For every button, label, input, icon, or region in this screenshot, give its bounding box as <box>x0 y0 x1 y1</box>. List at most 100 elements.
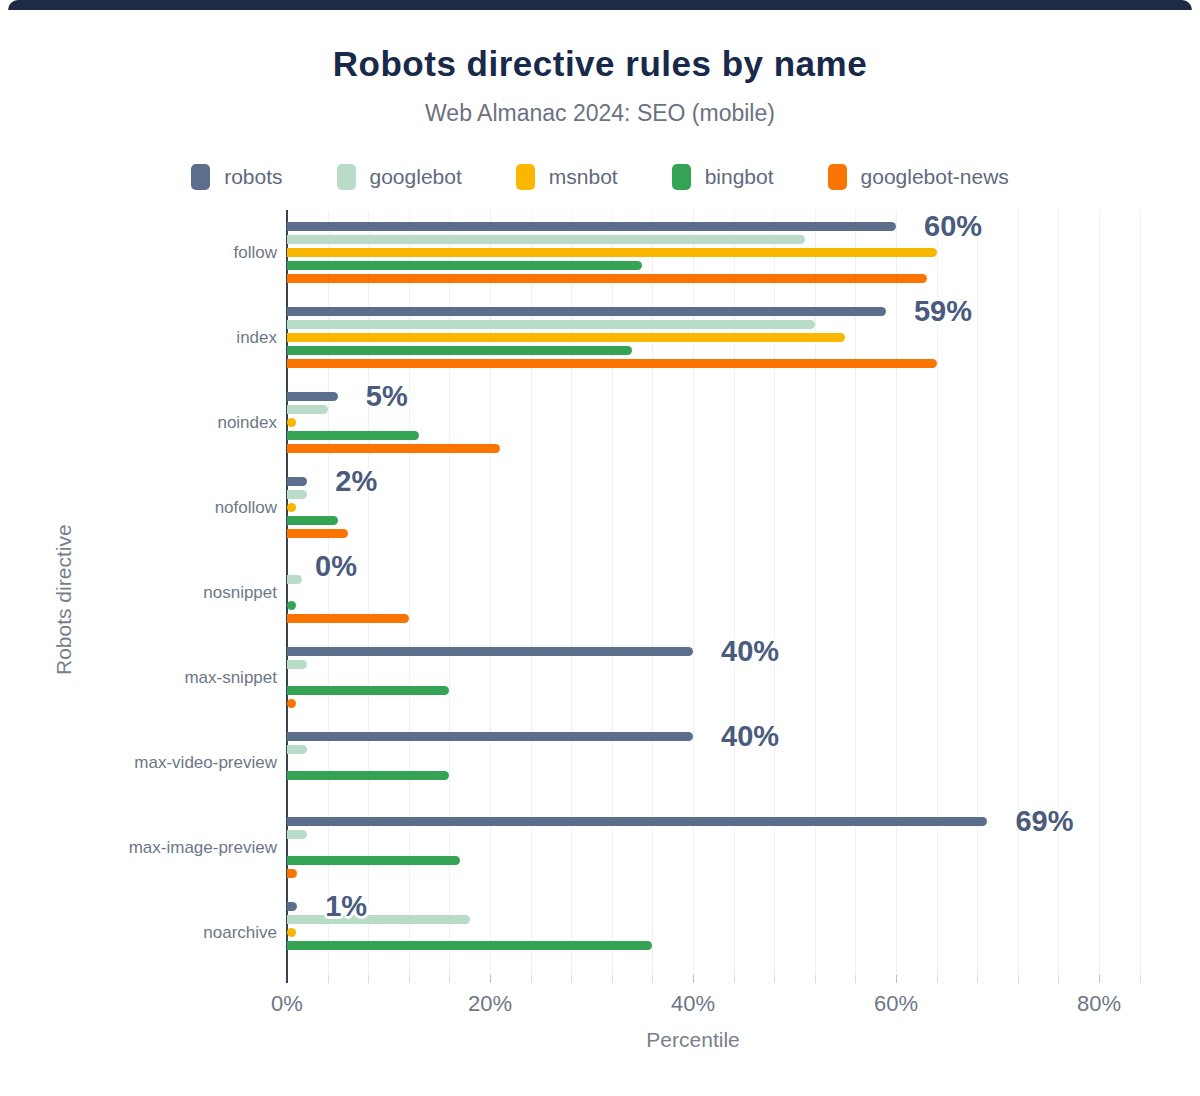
bar-group-max-snippet: max-snippet40% <box>287 635 1160 720</box>
x-axis-tick <box>937 975 938 983</box>
bar-robots-max-image-preview <box>287 817 987 826</box>
bar-group-noindex: noindex5% <box>287 380 1160 465</box>
bar-bingbot-max-image-preview <box>287 856 460 865</box>
value-label: 40% <box>721 635 779 668</box>
chart-card: Robots directive rules by name Web Alman… <box>0 0 1200 1096</box>
x-tick-label: 0% <box>271 991 303 1017</box>
bar-msnbot-index <box>287 333 845 342</box>
bar-group-max-video-preview: max-video-preview40% <box>287 720 1160 805</box>
legend-item-robots[interactable]: robots <box>191 164 282 190</box>
x-axis-tick <box>774 975 775 983</box>
legend-swatch-icon <box>191 164 210 190</box>
x-axis-tick <box>328 975 329 983</box>
legend-item-msnbot[interactable]: msnbot <box>516 164 618 190</box>
x-tick-label: 80% <box>1077 991 1121 1017</box>
bar-msnbot-follow <box>287 248 937 257</box>
x-axis-title: Percentile <box>287 1028 1099 1052</box>
bar-googlebot-max-image-preview <box>287 830 307 839</box>
bar-bingbot-index <box>287 346 632 355</box>
bar-bingbot-nofollow <box>287 516 338 525</box>
x-axis-tick <box>449 975 450 983</box>
x-axis-tick <box>1099 975 1100 983</box>
bar-googlebot-noindex <box>287 405 328 414</box>
legend-item-googlebot-news[interactable]: googlebot-news <box>828 164 1009 190</box>
bar-robots-noarchive <box>287 902 297 911</box>
category-label: noarchive <box>95 923 277 943</box>
x-axis-tick <box>734 975 735 983</box>
bar-googlebot-news-nofollow <box>287 529 348 538</box>
x-axis-tick <box>815 975 816 983</box>
legend-swatch-icon <box>672 164 691 190</box>
category-label: nosnippet <box>95 583 277 603</box>
bar-group-follow: follow60% <box>287 210 1160 295</box>
bar-googlebot-news-follow <box>287 274 927 283</box>
bar-googlebot-max-snippet <box>287 660 307 669</box>
bar-googlebot-nosnippet <box>287 575 302 584</box>
x-axis-tick <box>693 975 694 983</box>
bar-googlebot-noarchive <box>287 915 470 924</box>
category-label: max-image-preview <box>95 838 277 858</box>
category-label: nofollow <box>95 498 277 518</box>
legend-item-googlebot[interactable]: googlebot <box>337 164 462 190</box>
legend-label: msnbot <box>549 165 618 189</box>
value-label: 59% <box>914 295 972 328</box>
bar-robots-index <box>287 307 886 316</box>
bar-googlebot-news-max-image-preview <box>287 869 297 878</box>
bar-group-nofollow: nofollow2% <box>287 465 1160 550</box>
bar-googlebot-news-nosnippet <box>287 614 409 623</box>
category-label: max-video-preview <box>95 753 277 773</box>
x-axis-tick <box>855 975 856 983</box>
legend-swatch-icon <box>828 164 847 190</box>
x-tick-label: 60% <box>874 991 918 1017</box>
x-axis-tick <box>1018 975 1019 983</box>
bar-googlebot-follow <box>287 235 805 244</box>
chart-subtitle: Web Almanac 2024: SEO (mobile) <box>0 100 1200 127</box>
bar-bingbot-max-video-preview <box>287 771 449 780</box>
bar-robots-nofollow <box>287 477 307 486</box>
value-label: 60% <box>924 210 982 243</box>
bar-bingbot-noindex <box>287 431 419 440</box>
value-label: 69% <box>1015 805 1073 838</box>
x-axis-tick <box>409 975 410 983</box>
bar-bingbot-nosnippet <box>287 601 296 610</box>
legend-swatch-icon <box>516 164 535 190</box>
y-axis-title: Robots directive <box>52 524 76 675</box>
x-tick-label: 40% <box>671 991 715 1017</box>
x-axis-tick <box>531 975 532 983</box>
bar-robots-noindex <box>287 392 338 401</box>
legend-label: robots <box>224 165 282 189</box>
bar-googlebot-nofollow <box>287 490 307 499</box>
x-axis-tick <box>490 975 491 983</box>
category-label: noindex <box>95 413 277 433</box>
bar-googlebot-news-noindex <box>287 444 500 453</box>
value-label: 5% <box>366 380 408 413</box>
x-axis-tick <box>368 975 369 983</box>
legend-item-bingbot[interactable]: bingbot <box>672 164 774 190</box>
bar-googlebot-news-max-snippet <box>287 699 296 708</box>
bar-group-max-image-preview: max-image-preview69% <box>287 805 1160 890</box>
bar-bingbot-max-snippet <box>287 686 449 695</box>
x-axis-tick <box>612 975 613 983</box>
bar-msnbot-noindex <box>287 418 296 427</box>
legend-label: googlebot-news <box>861 165 1009 189</box>
bar-msnbot-nofollow <box>287 503 296 512</box>
bar-group-index: index59% <box>287 295 1160 380</box>
legend-label: googlebot <box>370 165 462 189</box>
card-top-border <box>8 0 1192 10</box>
x-axis-tick <box>977 975 978 983</box>
value-label: 1% <box>325 890 367 923</box>
category-label: follow <box>95 243 277 263</box>
category-label: index <box>95 328 277 348</box>
chart-title: Robots directive rules by name <box>0 44 1200 84</box>
bar-bingbot-follow <box>287 261 642 270</box>
bar-googlebot-news-index <box>287 359 937 368</box>
legend-swatch-icon <box>337 164 356 190</box>
legend-label: bingbot <box>705 165 774 189</box>
bar-bingbot-noarchive <box>287 941 652 950</box>
value-label: 40% <box>721 720 779 753</box>
bar-group-nosnippet: nosnippet0% <box>287 550 1160 635</box>
legend: robots googlebot msnbot bingbot googlebot-ne… <box>0 164 1200 190</box>
x-axis-tick <box>1058 975 1059 983</box>
value-label: 0% <box>315 550 357 583</box>
bar-googlebot-index <box>287 320 815 329</box>
